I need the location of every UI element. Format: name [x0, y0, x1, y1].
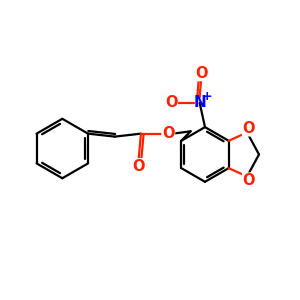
Text: N: N [193, 95, 206, 110]
Text: O: O [195, 65, 207, 80]
Text: O: O [165, 95, 177, 110]
Text: O: O [132, 159, 145, 174]
Text: +: + [202, 90, 212, 103]
Text: O: O [162, 126, 175, 141]
Text: O: O [243, 173, 255, 188]
Text: O: O [243, 121, 255, 136]
